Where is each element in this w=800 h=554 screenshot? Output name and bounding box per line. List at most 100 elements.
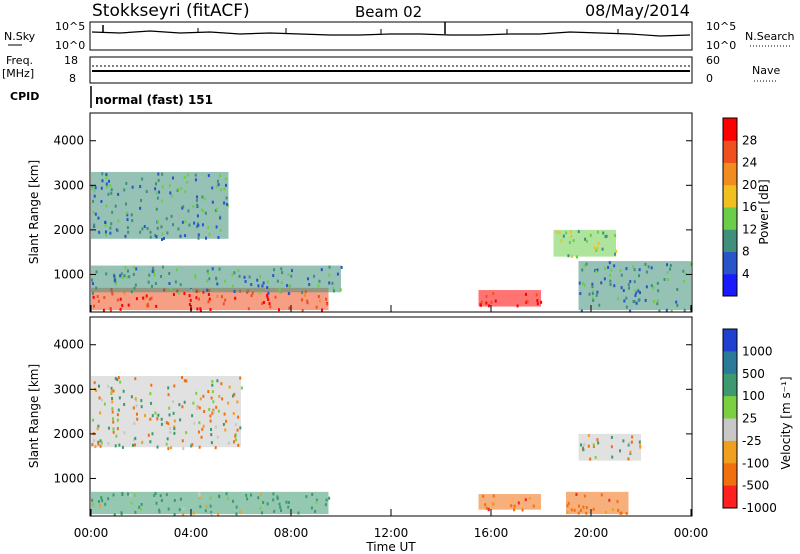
echo-cell	[623, 299, 626, 303]
echo-region	[478, 494, 541, 510]
echo-cell	[609, 279, 612, 283]
echo-cell	[306, 299, 309, 303]
echo-cell	[158, 190, 161, 194]
echo-cell	[526, 299, 529, 303]
nsky-strip-frame	[89, 21, 693, 51]
cpid-value: normal (fast) 151	[95, 93, 213, 107]
velocity-colorbar: 1000 500 100 25 -25 -100 -500 -1000	[722, 328, 777, 515]
echo-cell	[620, 511, 623, 515]
echo-cell	[234, 438, 237, 442]
echo-cell	[238, 274, 241, 278]
echo-cell	[244, 279, 247, 283]
echo-cell	[591, 282, 594, 286]
echo-cell	[173, 431, 176, 435]
echo-cell	[215, 277, 218, 281]
echo-cell	[114, 282, 117, 286]
echo-cell	[573, 508, 576, 512]
echo-cell	[149, 417, 152, 421]
velocity-colorbar-label: Velocity [m s⁻¹]	[779, 376, 793, 469]
echo-cell	[510, 504, 513, 508]
echo-cell	[195, 407, 198, 411]
echo-cell	[236, 400, 239, 404]
colorbar-frame	[722, 328, 738, 509]
echo-cell	[192, 401, 195, 405]
echo-cell	[198, 492, 201, 496]
echo-cell	[207, 292, 210, 296]
echo-cell	[218, 394, 221, 398]
echo-cell	[259, 493, 262, 497]
echo-cell	[600, 281, 603, 285]
echo-cell	[190, 444, 193, 448]
echo-cell	[117, 408, 120, 412]
echo-cell	[614, 234, 617, 238]
echo-cell	[287, 505, 290, 509]
power-colorbar: 4 8 12 16 20 24 28	[722, 117, 757, 297]
echo-cell	[134, 397, 137, 401]
echo-cell	[155, 235, 158, 239]
echo-cell	[596, 438, 599, 442]
y-tick-label: 2000	[53, 427, 84, 441]
echo-cell	[124, 265, 127, 269]
colorbar-tick-label: 24	[742, 156, 757, 170]
echo-cell	[650, 266, 653, 270]
echo-cell	[166, 231, 169, 235]
echo-cell	[288, 306, 291, 310]
echo-cell	[198, 493, 201, 497]
echo-cell	[604, 235, 607, 239]
freq-tick-top: 18	[64, 54, 78, 67]
echo-cell	[200, 435, 203, 439]
echo-cell	[92, 503, 95, 507]
echo-cell	[658, 309, 661, 313]
echo-cell	[585, 511, 588, 515]
echo-cell	[629, 450, 632, 454]
echo-cell	[517, 501, 520, 505]
echo-cell	[144, 296, 147, 300]
colorbar-tick-label: -500	[742, 479, 769, 493]
echo-cell	[100, 496, 103, 500]
echo-cell	[485, 301, 488, 305]
echo-cell	[101, 172, 104, 176]
echo-cell	[204, 197, 207, 201]
echo-cell	[182, 507, 185, 511]
echo-cell	[168, 272, 171, 276]
echo-cell	[328, 273, 331, 277]
echo-cell	[639, 443, 642, 447]
echo-cell	[104, 230, 107, 234]
echo-cell	[195, 225, 198, 229]
echo-cell	[146, 302, 149, 306]
echo-cell	[597, 441, 600, 445]
echo-cell	[231, 284, 234, 288]
echo-cell	[555, 230, 558, 234]
echo-cell	[165, 217, 168, 221]
echo-cell	[566, 504, 569, 508]
colorbar-tick-label: 25	[742, 412, 757, 426]
echo-cell	[126, 275, 129, 279]
echo-cell	[266, 293, 269, 297]
echo-cell	[126, 226, 129, 230]
echo-cell	[656, 302, 659, 306]
echo-cell	[104, 502, 107, 506]
echo-cell	[583, 283, 586, 287]
echo-cell	[161, 199, 164, 203]
echo-cell	[303, 293, 306, 297]
echo-cell	[232, 499, 235, 503]
echo-cell	[194, 178, 197, 182]
echo-cell	[199, 309, 202, 313]
echo-cell	[258, 275, 261, 279]
echo-cell	[160, 225, 163, 229]
echo-cell	[139, 206, 142, 210]
echo-cell	[177, 227, 180, 231]
velocity-panel	[91, 375, 642, 517]
echo-cell	[206, 269, 209, 273]
echo-cell	[484, 503, 487, 507]
echo-cell	[126, 218, 129, 222]
echo-cell	[535, 293, 538, 297]
echo-cell	[633, 300, 636, 304]
power-panel	[91, 171, 693, 313]
echo-cell	[262, 281, 265, 285]
echo-cell	[179, 418, 182, 422]
echo-cell	[266, 502, 269, 506]
echo-cell	[96, 427, 99, 431]
echo-cell	[215, 225, 218, 229]
echo-cell	[593, 246, 596, 250]
